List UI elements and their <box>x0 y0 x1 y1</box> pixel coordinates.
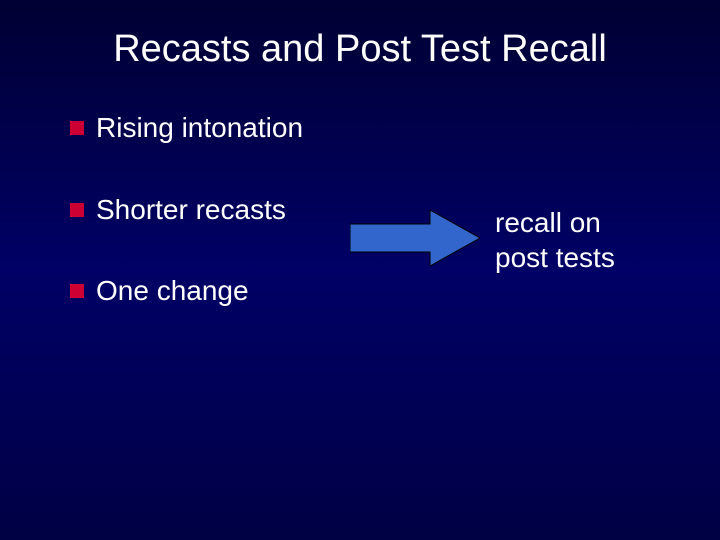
bullet-marker-icon <box>70 121 84 135</box>
slide-title: Recasts and Post Test Recall <box>0 0 720 111</box>
result-label-line2: post tests <box>495 240 615 275</box>
list-item: Rising intonation <box>70 111 720 145</box>
bullet-marker-icon <box>70 203 84 217</box>
bullet-text: One change <box>96 274 249 308</box>
arrow-icon <box>350 210 480 266</box>
result-label-line1: recall on <box>495 205 615 240</box>
bullet-text: Shorter recasts <box>96 193 286 227</box>
list-item: One change <box>70 274 720 308</box>
bullet-text: Rising intonation <box>96 111 303 145</box>
bullet-marker-icon <box>70 284 84 298</box>
result-label: recall on post tests <box>495 205 615 275</box>
